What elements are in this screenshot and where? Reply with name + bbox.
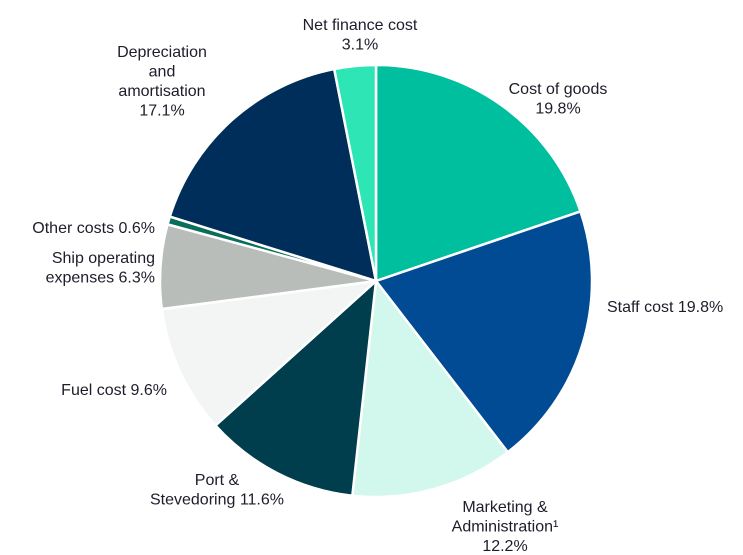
slice-label: Ship operating expenses 6.3% bbox=[46, 250, 155, 287]
slice-label-line: Port & bbox=[195, 472, 240, 489]
slice-label-line: Stevedoring 11.6% bbox=[150, 492, 284, 509]
slice-label-line: and bbox=[149, 64, 176, 81]
slice-label-line: Cost of goods bbox=[509, 81, 608, 98]
slice-label: Fuel cost 9.6% bbox=[61, 382, 167, 399]
pie-slice bbox=[160, 279, 378, 427]
slice-label-line: Depreciation bbox=[117, 44, 207, 61]
slice-label-line: amortisation bbox=[118, 83, 205, 100]
pie-slice bbox=[214, 279, 378, 497]
pie-slice bbox=[332, 63, 378, 283]
slice-label-line: expenses 6.3% bbox=[46, 270, 155, 287]
pie-slice bbox=[374, 63, 582, 283]
slice-label: Cost of goods 19.8% bbox=[509, 81, 608, 118]
slice-label-line: Ship operating bbox=[52, 250, 155, 267]
slice-label: Marketing & Administration¹ 12.2% bbox=[452, 499, 559, 555]
slice-label-line: Other costs 0.6% bbox=[32, 220, 155, 237]
pie-slice bbox=[374, 210, 594, 454]
slice-label-line: 17.1% bbox=[139, 103, 184, 120]
slice-label-line: Administration¹ bbox=[452, 519, 559, 536]
pie-slices bbox=[158, 63, 594, 499]
slice-label-line: 12.2% bbox=[482, 538, 527, 555]
slice-label: Port & Stevedoring 11.6% bbox=[150, 472, 284, 509]
pie-labels: Cost of goods 19.8% Staff cost 19.8% Market… bbox=[32, 17, 723, 555]
slice-label-line: Net finance cost bbox=[303, 17, 418, 34]
slice-label-line: 19.8% bbox=[535, 101, 580, 118]
slice-label: Net finance cost 3.1% bbox=[303, 17, 418, 54]
slice-label-line: Fuel cost 9.6% bbox=[61, 382, 167, 399]
slice-label-line: Marketing & bbox=[462, 499, 548, 516]
slice-label-line: Staff cost 19.8% bbox=[607, 299, 723, 316]
slice-label-line: 3.1% bbox=[342, 37, 378, 54]
slice-label: Depreciation and amortisation 17.1% bbox=[117, 44, 207, 120]
pie-slice bbox=[351, 279, 509, 499]
slice-label: Other costs 0.6% bbox=[32, 220, 155, 237]
slice-label: Staff cost 19.8% bbox=[607, 299, 723, 316]
pie-slice bbox=[168, 67, 378, 283]
